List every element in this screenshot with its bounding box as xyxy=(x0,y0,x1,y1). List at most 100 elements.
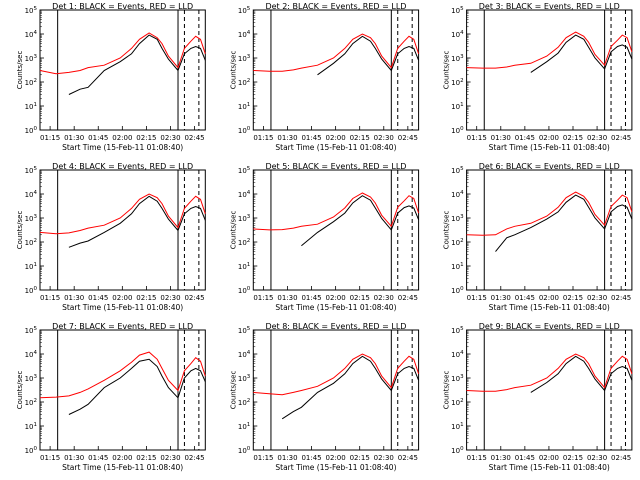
events-series-line xyxy=(317,35,420,76)
y-tick-label: 102 xyxy=(25,78,37,87)
y-axis-label: Counts/sec xyxy=(16,211,24,250)
x-axis-label: Start Time (15-Feb-11 01:08:40) xyxy=(62,463,183,472)
x-tick-label: 01:15 xyxy=(253,134,273,142)
chart-title: Det 7: BLACK = Events, RED = LLD xyxy=(52,322,193,331)
x-tick-label: 01:45 xyxy=(88,134,108,142)
y-axis-label: Counts/sec xyxy=(443,51,451,90)
x-tick-label: 02:15 xyxy=(136,454,156,462)
x-tick-label: 02:00 xyxy=(539,294,559,302)
x-tick-label: 01:30 xyxy=(277,294,297,302)
x-tick-label: 01:30 xyxy=(277,454,297,462)
y-axis-label: Counts/sec xyxy=(16,51,24,90)
x-tick-label: 01:45 xyxy=(88,454,108,462)
y-tick-label: 102 xyxy=(238,238,250,247)
y-tick-label: 103 xyxy=(451,214,464,223)
lld-series-line xyxy=(253,192,420,231)
x-tick-label: 01:45 xyxy=(301,454,321,462)
x-tick-label: 01:15 xyxy=(467,134,487,142)
x-tick-label: 02:15 xyxy=(563,454,583,462)
events-series-line xyxy=(530,34,633,73)
lld-series-line xyxy=(39,193,206,235)
x-tick-label: 01:15 xyxy=(467,294,487,302)
y-tick-label: 104 xyxy=(451,350,464,359)
x-tick-label: 01:45 xyxy=(515,134,535,142)
y-tick-label: 101 xyxy=(25,422,37,431)
y-tick-label: 104 xyxy=(238,190,251,199)
events-series-line xyxy=(68,358,206,415)
y-tick-label: 103 xyxy=(238,374,251,383)
x-tick-label: 02:00 xyxy=(539,454,559,462)
y-tick-label: 105 xyxy=(25,6,38,15)
y-tick-label: 101 xyxy=(451,422,463,431)
events-series-line xyxy=(495,194,633,252)
chart-panel-det-4: Det 4: BLACK = Events, RED = LLD 100 101 10… xyxy=(16,162,206,312)
y-axis-label: Counts/sec xyxy=(229,371,237,410)
events-series-line xyxy=(301,195,420,247)
events-series-line xyxy=(530,355,633,393)
plot-frame xyxy=(466,9,633,131)
y-tick-label: 100 xyxy=(451,126,464,135)
x-tick-label: 02:30 xyxy=(160,294,180,302)
chart-panel-det-8: Det 8: BLACK = Events, RED = LLD 100 101 10… xyxy=(229,322,420,472)
y-tick-label: 100 xyxy=(451,286,464,295)
y-tick-label: 101 xyxy=(25,102,37,111)
chart-panel-det-9: Det 9: BLACK = Events, RED = LLD 100 101 10… xyxy=(443,322,633,472)
y-axis-label: Counts/sec xyxy=(229,51,237,90)
x-tick-label: 02:15 xyxy=(350,454,370,462)
y-tick-label: 103 xyxy=(238,54,251,63)
y-axis-label: Counts/sec xyxy=(443,371,451,410)
x-tick-label: 01:15 xyxy=(40,454,60,462)
x-tick-label: 02:45 xyxy=(398,454,418,462)
x-tick-label: 02:15 xyxy=(136,134,156,142)
y-tick-label: 103 xyxy=(25,54,38,63)
x-axis-label: Start Time (15-Feb-11 01:08:40) xyxy=(62,143,183,152)
plot-frame xyxy=(39,169,206,291)
x-tick-label: 02:45 xyxy=(611,134,631,142)
y-tick-label: 101 xyxy=(451,262,463,271)
chart-title: Det 9: BLACK = Events, RED = LLD xyxy=(479,322,620,331)
x-axis-label: Start Time (15-Feb-11 01:08:40) xyxy=(275,303,396,312)
x-tick-label: 02:00 xyxy=(326,454,346,462)
y-tick-label: 105 xyxy=(238,6,251,15)
x-tick-label: 01:30 xyxy=(64,454,84,462)
chart-title: Det 1: BLACK = Events, RED = LLD xyxy=(52,2,193,11)
y-tick-label: 103 xyxy=(238,214,251,223)
y-tick-label: 100 xyxy=(238,446,251,455)
x-tick-label: 01:30 xyxy=(64,294,84,302)
x-tick-label: 01:15 xyxy=(253,294,273,302)
chart-title: Det 3: BLACK = Events, RED = LLD xyxy=(479,2,620,11)
x-tick-label: 02:30 xyxy=(160,134,180,142)
chart-title: Det 6: BLACK = Events, RED = LLD xyxy=(479,162,620,171)
y-tick-label: 101 xyxy=(238,102,250,111)
plot-frame xyxy=(466,329,633,451)
x-tick-label: 02:00 xyxy=(326,294,346,302)
y-tick-label: 101 xyxy=(238,262,250,271)
x-tick-label: 01:45 xyxy=(301,294,321,302)
x-tick-label: 02:00 xyxy=(326,134,346,142)
y-tick-label: 102 xyxy=(451,238,463,247)
y-tick-label: 105 xyxy=(451,326,464,335)
y-tick-label: 105 xyxy=(25,326,38,335)
x-tick-label: 02:45 xyxy=(611,294,631,302)
y-axis-label: Counts/sec xyxy=(229,211,237,250)
y-tick-label: 100 xyxy=(25,286,38,295)
x-tick-label: 02:00 xyxy=(112,454,132,462)
x-tick-label: 01:15 xyxy=(40,294,60,302)
events-series-line xyxy=(68,34,206,95)
y-tick-label: 105 xyxy=(238,166,251,175)
chart-title: Det 5: BLACK = Events, RED = LLD xyxy=(265,162,406,171)
y-tick-label: 104 xyxy=(238,30,251,39)
x-tick-label: 02:30 xyxy=(587,294,607,302)
lld-series-line xyxy=(253,33,420,72)
x-axis-label: Start Time (15-Feb-11 01:08:40) xyxy=(489,303,610,312)
events-series-line xyxy=(281,355,420,420)
y-tick-label: 103 xyxy=(451,374,464,383)
y-tick-label: 103 xyxy=(451,54,464,63)
y-tick-label: 105 xyxy=(238,326,251,335)
y-tick-label: 104 xyxy=(25,190,38,199)
y-tick-label: 100 xyxy=(25,126,38,135)
x-tick-label: 01:30 xyxy=(64,134,84,142)
plot-frame xyxy=(252,329,420,451)
chart-title: Det 4: BLACK = Events, RED = LLD xyxy=(52,162,193,171)
